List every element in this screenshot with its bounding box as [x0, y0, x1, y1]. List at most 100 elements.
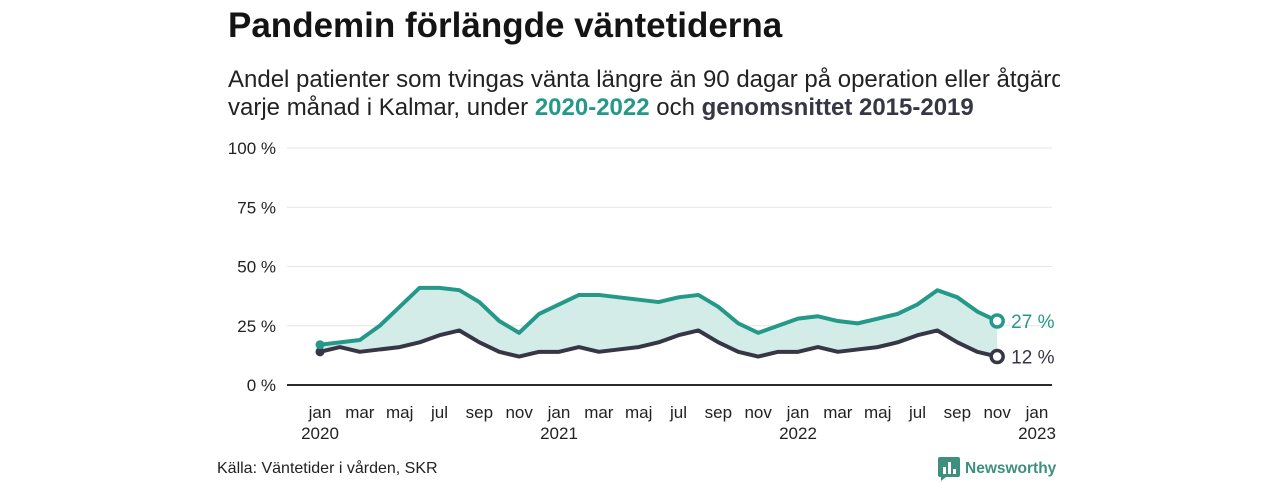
- logo-text: Newsworthy: [965, 460, 1057, 477]
- data-point: [816, 314, 820, 318]
- series-end-marker: [989, 313, 1005, 329]
- newsworthy-logo: Newsworthy: [938, 456, 1056, 482]
- x-axis-tick-label: nov: [744, 403, 772, 422]
- data-point: [796, 350, 800, 354]
- y-axis-tick-label: 100 %: [228, 139, 276, 158]
- x-axis-tick-label: jan: [786, 403, 810, 422]
- data-point: [776, 350, 780, 354]
- data-point: [617, 347, 621, 352]
- data-point: [975, 350, 979, 354]
- data-point: [378, 347, 382, 352]
- x-axis-tick-label: maj: [386, 403, 413, 422]
- x-axis-tick-label: mar: [345, 403, 375, 422]
- data-point: [517, 331, 521, 335]
- data-point: [597, 293, 601, 297]
- data-point: [676, 333, 681, 337]
- x-axis-year-label: 2021: [540, 424, 578, 443]
- y-axis-tick-label: 25 %: [237, 317, 276, 336]
- x-axis-year-label: 2023: [1018, 424, 1056, 443]
- data-point: [597, 350, 601, 354]
- data-point: [417, 286, 422, 290]
- data-point: [457, 288, 462, 292]
- data-point: [816, 345, 820, 349]
- data-point: [756, 354, 760, 359]
- data-point: [935, 328, 940, 333]
- x-axis-year-label: 2020: [301, 424, 339, 443]
- data-point: [637, 298, 641, 302]
- data-point: [895, 340, 900, 344]
- data-point: [338, 340, 342, 344]
- data-point: [338, 345, 342, 349]
- data-point: [776, 324, 780, 328]
- data-point: [398, 305, 402, 309]
- x-axis-tick-label: maj: [864, 403, 891, 422]
- legend-key-2020-2022: 2020-2022: [534, 94, 650, 121]
- data-point: [617, 295, 621, 299]
- data-point: [836, 350, 840, 354]
- data-point: [577, 293, 581, 297]
- x-axis-tick-label: jul: [908, 403, 926, 422]
- y-axis-tick-label: 0 %: [247, 376, 276, 395]
- data-point: [676, 295, 681, 299]
- data-point: [856, 321, 860, 325]
- newsworthy-logo-icon: [938, 457, 960, 481]
- source-note: Källa: Väntetider i vården, SKR: [217, 460, 438, 477]
- x-axis-tick-label: sep: [944, 403, 971, 422]
- x-axis-year-label: 2022: [779, 424, 817, 443]
- data-point: [497, 350, 501, 354]
- data-point: [656, 340, 661, 344]
- x-axis-tick-label: sep: [705, 403, 732, 422]
- data-point: [696, 293, 701, 297]
- data-point: [836, 319, 840, 323]
- data-point: [477, 300, 481, 304]
- data-point: [457, 328, 462, 333]
- x-axis-tick-label: mar: [584, 403, 614, 422]
- data-point: [378, 324, 382, 328]
- data-point: [955, 340, 959, 344]
- data-point: [915, 333, 920, 337]
- y-axis-tick-label: 50 %: [237, 258, 276, 277]
- series-end-marker: [989, 348, 1005, 365]
- subtitle-line-1: Andel patienter som tvingas vänta längre…: [228, 66, 1060, 93]
- end-value-label: 27 %: [1011, 312, 1054, 333]
- data-point: [856, 347, 860, 352]
- x-axis-tick-label: jan: [1025, 403, 1049, 422]
- data-point: [975, 309, 979, 314]
- data-point: [796, 317, 800, 321]
- series-group: [315, 285, 1005, 350]
- data-point: [437, 333, 442, 337]
- data-point: [358, 338, 362, 342]
- series-layer: [315, 285, 1005, 365]
- y-axis-tick-label: 75 %: [237, 198, 276, 217]
- x-axis-tick-label: nov: [983, 403, 1011, 422]
- x-axis-tick-label: jan: [308, 403, 332, 422]
- data-point: [437, 286, 442, 290]
- gap-fill-area: [320, 287, 998, 357]
- series-start-marker: [315, 340, 325, 350]
- data-point: [417, 340, 422, 344]
- subtitle-line-2: varje månad i Kalmar, under 2020-2022 oc…: [228, 94, 1060, 122]
- series-group: [315, 328, 1005, 365]
- chart-subtitle: Andel patienter som tvingas vänta längre…: [228, 66, 1060, 122]
- chart-title: Pandemin förlängde väntetiderna: [228, 6, 783, 45]
- data-point: [716, 305, 720, 309]
- gap-fill-layer: [320, 287, 998, 357]
- data-point: [955, 295, 959, 299]
- data-point: [876, 317, 880, 321]
- x-axis-tick-label: jan: [547, 403, 571, 422]
- data-point: [358, 350, 362, 354]
- data-point: [696, 328, 701, 333]
- data-point: [895, 312, 900, 316]
- data-point: [497, 319, 501, 323]
- data-point: [537, 350, 541, 354]
- data-point: [557, 350, 561, 354]
- data-point: [577, 345, 581, 349]
- legend-key-average-2015-2019: genomsnittet 2015-2019: [701, 94, 974, 121]
- subtitle-prefix: varje månad i Kalmar, under: [228, 94, 535, 121]
- data-point: [517, 354, 521, 359]
- x-axis-tick-label: mar: [823, 403, 853, 422]
- x-axis-tick-label: jul: [430, 403, 448, 422]
- data-point: [736, 321, 740, 325]
